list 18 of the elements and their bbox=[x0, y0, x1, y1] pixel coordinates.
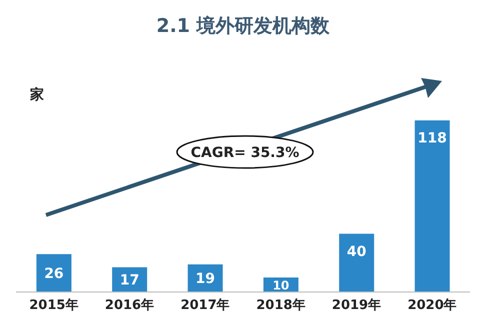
x-tick-label: 2015年 bbox=[29, 298, 78, 314]
x-tick-label: 2017年 bbox=[180, 298, 230, 314]
data-label: 17 bbox=[120, 272, 140, 289]
data-label: 19 bbox=[196, 271, 216, 288]
data-label: 26 bbox=[44, 266, 64, 282]
x-tick-label: 2020年 bbox=[408, 298, 457, 314]
y-axis-title: 家 bbox=[30, 86, 44, 104]
chart-title: 2.1 境外研发机构数 bbox=[155, 14, 331, 39]
x-tick-label: 2019年 bbox=[332, 298, 382, 314]
bar bbox=[414, 120, 450, 292]
data-label: 118 bbox=[418, 130, 447, 146]
data-label: 10 bbox=[272, 278, 290, 293]
data-label: 40 bbox=[346, 244, 367, 260]
bar bbox=[36, 254, 72, 292]
x-tick-label: 2018年 bbox=[256, 298, 306, 314]
bar bbox=[339, 234, 374, 292]
x-tick-label: 2016年 bbox=[104, 298, 154, 314]
annotation: CAGR= 35.3% bbox=[190, 145, 300, 161]
